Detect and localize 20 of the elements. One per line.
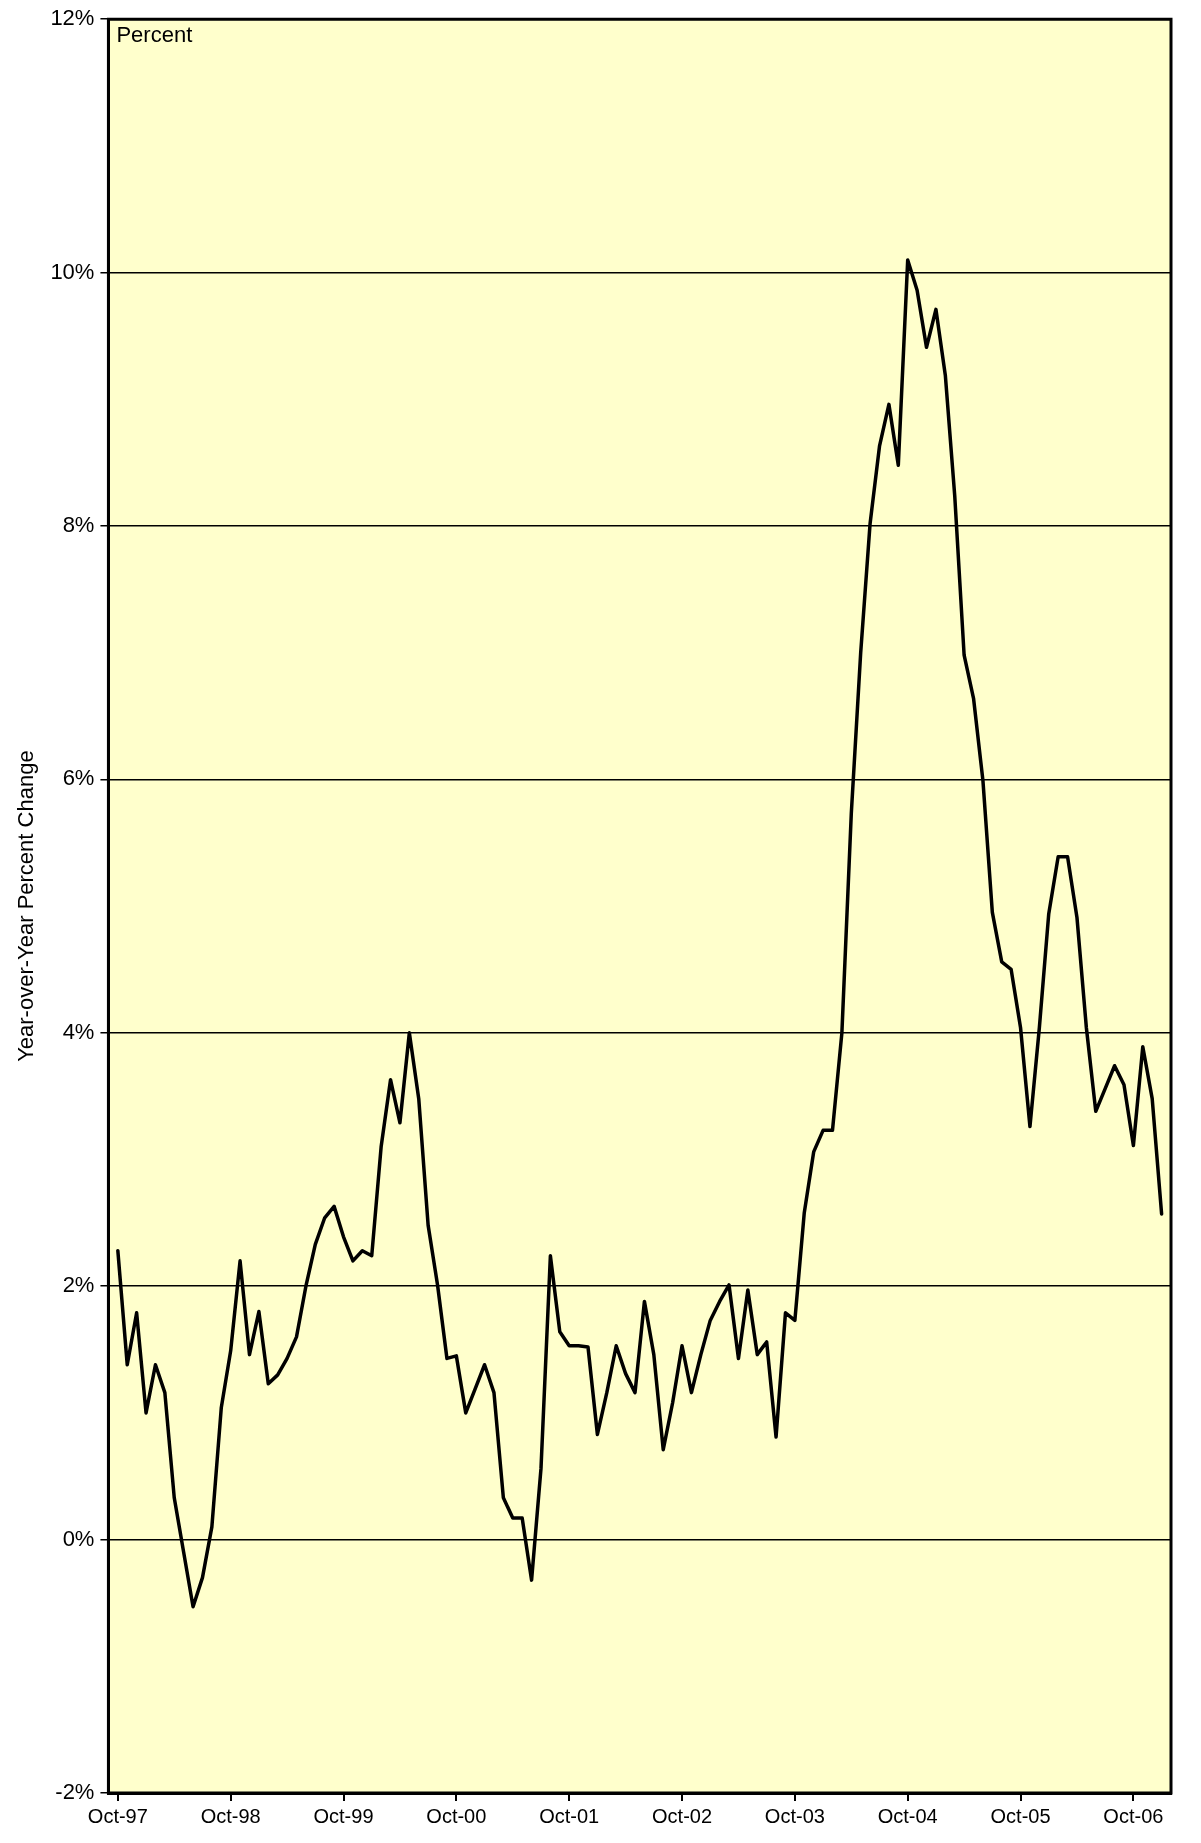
- y-tick-label: -2%: [55, 1779, 95, 1805]
- y-tick-label: 10%: [50, 258, 95, 284]
- y-tick-label: 0%: [62, 1525, 95, 1551]
- x-tick-label: Oct-05: [990, 1804, 1051, 1827]
- x-tick-label: Oct-99: [313, 1804, 374, 1827]
- y-tick-label: 8%: [62, 512, 95, 538]
- x-tick-label: Oct-04: [877, 1804, 938, 1827]
- x-tick-label: Oct-02: [652, 1804, 713, 1827]
- x-tick-label: Oct-98: [200, 1804, 261, 1827]
- y-axis-title: Year-over-Year Percent Change: [13, 750, 39, 1062]
- y-tick-label: 4%: [62, 1018, 95, 1044]
- y-tick-label: 12%: [50, 5, 95, 31]
- x-tick-label: Oct-03: [764, 1804, 825, 1827]
- y-tick-label: 6%: [62, 765, 95, 791]
- x-tick-label: Oct-01: [539, 1804, 600, 1827]
- y-tick-label: 2%: [62, 1272, 95, 1298]
- x-tick-label: Oct-06: [1103, 1804, 1164, 1827]
- x-tick-label: Oct-00: [426, 1804, 487, 1827]
- annotation: Percent: [116, 22, 193, 48]
- x-tick-label: Oct-97: [87, 1804, 148, 1827]
